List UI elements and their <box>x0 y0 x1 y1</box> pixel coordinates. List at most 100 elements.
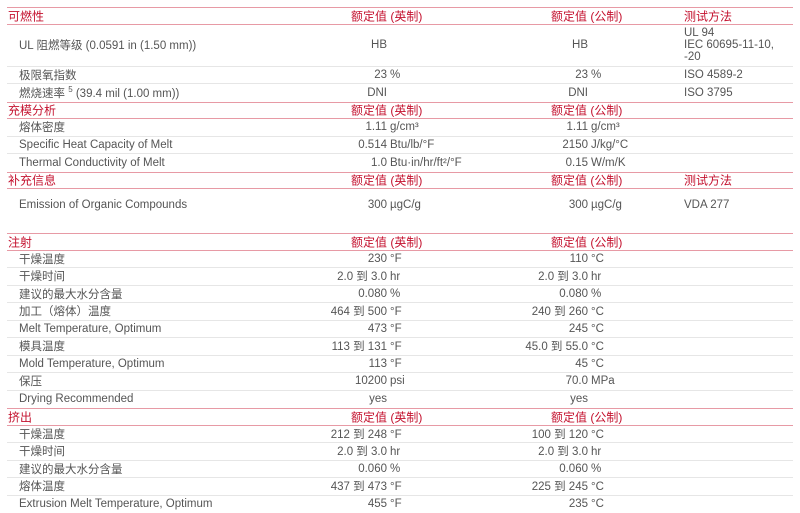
value-metric-unit: % <box>588 463 601 475</box>
value-english-number: 113 <box>247 358 387 370</box>
property-label: 保压 <box>19 373 42 389</box>
value-english-number: 473 <box>247 323 387 335</box>
section-title: 挤出 <box>8 408 32 425</box>
property-name: 加工（熔体）温度 <box>19 306 111 318</box>
value-english-number: 455 <box>247 498 387 510</box>
value-metric-unit: °C <box>588 341 604 353</box>
test-method: ISO 4589-2 <box>684 69 743 81</box>
value-english-unit: °F <box>387 306 402 318</box>
property-name: 建议的最大水分含量 <box>19 289 123 301</box>
property-label: 燃烧速率 5 (39.4 mil (1.00 mm)) <box>19 85 179 101</box>
test-method-line: ISO 4589-2 <box>684 69 743 81</box>
property-name: Melt Temperature, Optimum <box>19 323 161 335</box>
test-method: VDA 277 <box>684 199 729 211</box>
section-title: 补充信息 <box>8 172 56 189</box>
value-metric-number: 110 <box>437 253 588 265</box>
column-header-english: 额定值 (英制) <box>351 233 422 250</box>
value-metric-number: DNI <box>437 87 588 99</box>
property-name: 建议的最大水分含量 <box>19 464 123 476</box>
value-metric-number: 45 <box>437 358 588 370</box>
value-metric-number: 0.080 <box>437 288 588 300</box>
value-metric-unit <box>588 39 591 51</box>
column-header-english: 额定值 (英制) <box>351 7 422 24</box>
section-header: 充模分析额定值 (英制)额定值 (公制) <box>7 102 793 120</box>
value-metric-number: HB <box>437 39 588 51</box>
column-header-test-method: 测试方法 <box>684 172 732 189</box>
column-header-test-method: 测试方法 <box>684 7 732 24</box>
value-metric-number: 225 到 245 <box>437 478 588 494</box>
value-english-number: 10200 <box>247 375 387 387</box>
value-metric-number: 0.060 <box>437 463 588 475</box>
value-english-unit: °F <box>387 341 402 353</box>
test-method-line: VDA 277 <box>684 199 729 211</box>
value-metric-number: 23 <box>437 69 588 81</box>
value-metric: 45°C <box>437 358 604 370</box>
value-metric-number: 2150 <box>437 139 588 151</box>
value-metric-unit <box>588 393 591 405</box>
value-english-unit: °F <box>387 481 402 493</box>
value-metric: 110°C <box>437 253 604 265</box>
test-method-line: IEC 60695-11-10, <box>684 39 774 51</box>
value-metric-number: 235 <box>437 498 588 510</box>
value-metric-number: 100 到 120 <box>437 426 588 442</box>
value-english-number: yes <box>247 393 387 405</box>
value-english-unit: g/cm³ <box>387 121 419 133</box>
value-metric: DNI <box>437 87 591 99</box>
property-label: 极限氧指数 <box>19 67 77 83</box>
value-english-unit <box>387 393 390 405</box>
property-row: Melt Temperature, Optimum 473°F 245°C <box>7 321 793 339</box>
value-english-number: 230 <box>247 253 387 265</box>
value-english-number: 1.0 <box>247 157 387 169</box>
column-header-metric: 额定值 (公制) <box>551 7 622 24</box>
column-header-english: 额定值 (英制) <box>351 102 422 119</box>
value-metric-unit: °C <box>588 481 604 493</box>
column-header-metric: 额定值 (公制) <box>551 233 622 250</box>
value-english-number: 23 <box>247 69 387 81</box>
test-method: ISO 3795 <box>684 87 733 99</box>
property-name: 极限氧指数 <box>19 70 77 82</box>
value-metric: 23% <box>437 69 601 81</box>
value-metric: 240 到 260°C <box>437 303 604 319</box>
property-row: 建议的最大水分含量 0.060%0.060% <box>7 461 793 479</box>
property-label: Extrusion Melt Temperature, Optimum <box>19 498 212 510</box>
value-metric-number: 70.0 <box>437 375 588 387</box>
property-name: Mold Temperature, Optimum <box>19 358 165 370</box>
value-metric: 245°C <box>437 323 604 335</box>
value-english-unit: °F <box>387 498 402 510</box>
property-label: UL 阻燃等级 (0.0591 in (1.50 mm)) <box>19 37 196 53</box>
value-metric-unit: °C <box>588 358 604 370</box>
property-label: 熔体温度 <box>19 478 65 494</box>
value-english-unit: Btu/lb/°F <box>387 139 434 151</box>
value-metric-unit: °C <box>588 498 604 510</box>
value-english-number: 1.11 <box>247 121 387 133</box>
value-english-unit: °F <box>387 323 402 335</box>
value-english-number: 437 到 473 <box>247 478 387 494</box>
property-name: 熔体密度 <box>19 122 65 134</box>
value-english-number: 0.514 <box>247 139 387 151</box>
value-metric-unit: °C <box>588 253 604 265</box>
value-english-unit: % <box>387 288 400 300</box>
value-metric-unit: % <box>588 288 601 300</box>
value-metric-unit: µgC/g <box>588 199 622 211</box>
value-metric-unit: °C <box>588 306 604 318</box>
property-name: 干燥温度 <box>19 429 65 441</box>
property-name: Drying Recommended <box>19 393 133 405</box>
value-metric-unit: hr <box>588 446 601 458</box>
column-header-metric: 额定值 (公制) <box>551 102 622 119</box>
property-label: 熔体密度 <box>19 119 65 135</box>
value-metric-number: 2.0 到 3.0 <box>437 268 588 284</box>
value-metric: 0.060% <box>437 463 601 475</box>
property-label: Emission of Organic Compounds <box>19 199 187 211</box>
value-metric-number: 2.0 到 3.0 <box>437 443 588 459</box>
property-condition: (39.4 mil (1.00 mm)) <box>73 88 180 100</box>
property-label: 干燥时间 <box>19 443 65 459</box>
